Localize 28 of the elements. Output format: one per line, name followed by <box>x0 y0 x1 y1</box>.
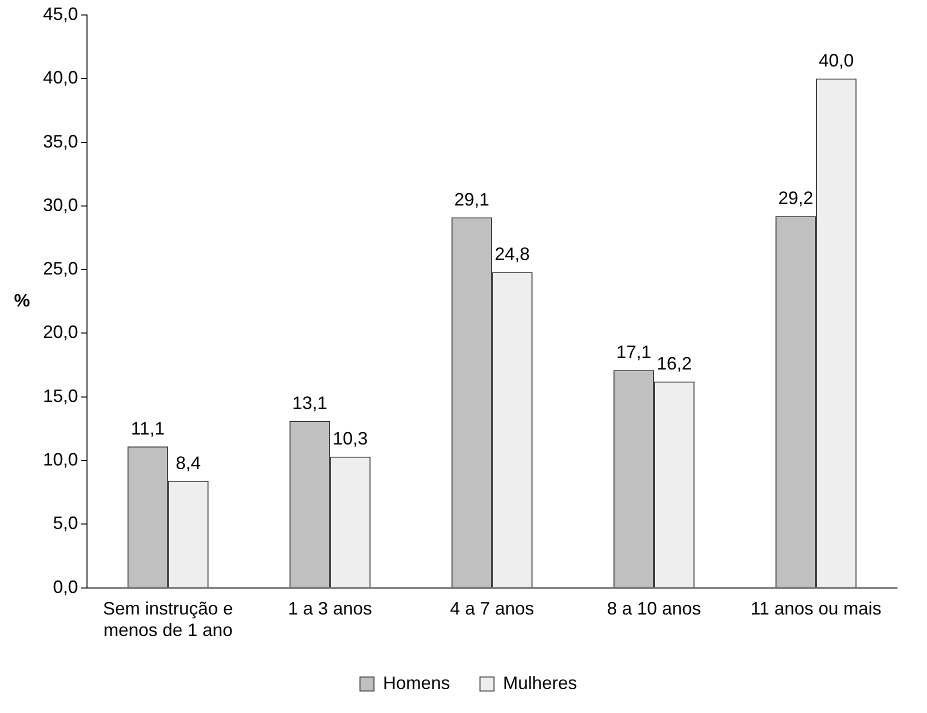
data-label: 8,4 <box>176 452 201 473</box>
x-tick-label: 4 a 7 anos <box>450 598 534 619</box>
y-tick-label: 15,0 <box>42 386 78 406</box>
data-label: 10,3 <box>332 428 368 449</box>
y-tick-label: 30,0 <box>42 194 78 215</box>
data-label: 11,1 <box>130 418 165 438</box>
data-label: 40,0 <box>818 50 854 71</box>
legend-label: Mulheres <box>503 672 578 693</box>
y-tick-label: 20,0 <box>42 322 78 342</box>
x-tick-label: 8 a 10 anos <box>606 598 702 619</box>
data-label: 17,1 <box>616 342 652 362</box>
y-tick-label: 0,0 <box>53 576 78 597</box>
x-tick-label: 11 anos ou mais <box>750 598 882 619</box>
data-label: 13,1 <box>292 393 328 414</box>
y-tick-label: 35,0 <box>42 131 78 152</box>
y-tick-label: 40,0 <box>42 68 78 88</box>
y-tick-label: 25,0 <box>42 258 78 279</box>
data-label: 29,2 <box>778 188 814 208</box>
y-tick-label: 10,0 <box>42 449 78 470</box>
data-label: 29,1 <box>454 189 490 210</box>
y-tick-label: 45,0 <box>42 4 78 24</box>
x-tick-label: Sem instrução e menos de 1 ano <box>103 598 234 640</box>
y-tick-label: 5,0 <box>53 513 78 534</box>
legend-label: Homens <box>382 672 450 693</box>
data-label: 16,2 <box>656 354 692 374</box>
y-axis-title: % <box>14 290 30 310</box>
data-label: 24,8 <box>494 244 530 264</box>
x-tick-label: 1 a 3 anos <box>288 598 372 619</box>
